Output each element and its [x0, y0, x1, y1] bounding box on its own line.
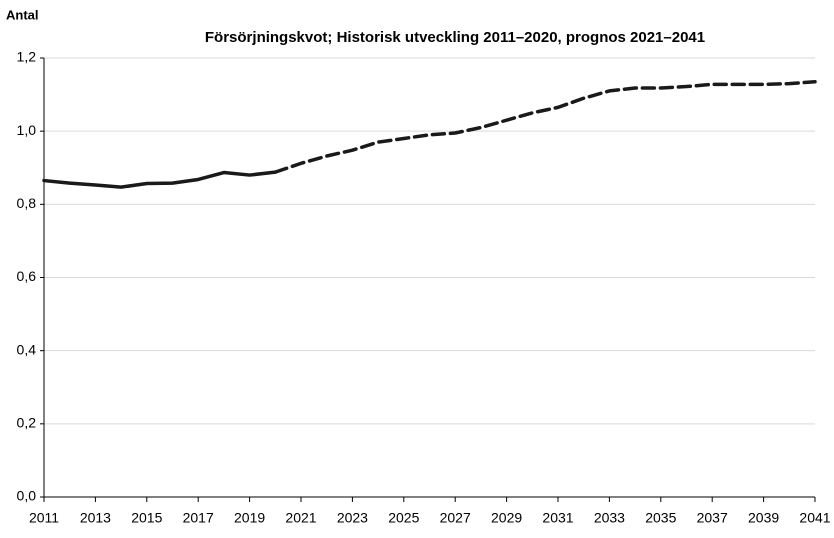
x-tick-label: 2027 [440, 510, 471, 526]
y-tick-label: 1,0 [17, 122, 37, 138]
y-tick-label: 0,8 [17, 195, 37, 211]
x-tick-label: 2021 [285, 510, 316, 526]
line-series [273, 80, 817, 174]
x-tick-label: 2035 [645, 510, 676, 526]
y-tick-label: 0,0 [17, 488, 37, 504]
x-tick-label: 2011 [29, 510, 59, 526]
y-tick-label: 0,6 [17, 268, 37, 284]
line-series [42, 170, 278, 189]
x-tick-label: 2039 [748, 510, 779, 526]
x-tick-label: 2025 [388, 510, 419, 526]
x-tick-label: 2033 [594, 510, 625, 526]
y-tick-label: 0,2 [17, 415, 37, 431]
y-tick-label: 0,4 [17, 341, 37, 357]
x-tick-label: 2041 [799, 510, 830, 526]
y-tick-label: 1,2 [17, 49, 37, 65]
x-tick-label: 2013 [80, 510, 111, 526]
x-tick-label: 2023 [337, 510, 368, 526]
y-axis-title: Antal [6, 7, 39, 22]
x-tick-label: 2029 [491, 510, 522, 526]
chart-title: Försörjningskvot; Historisk utveckling 2… [205, 29, 705, 46]
x-tick-label: 2019 [234, 510, 265, 526]
x-tick-label: 2031 [542, 510, 573, 526]
x-tick-label: 2037 [697, 510, 728, 526]
x-tick-label: 2017 [183, 510, 214, 526]
x-tick-label: 2015 [131, 510, 162, 526]
